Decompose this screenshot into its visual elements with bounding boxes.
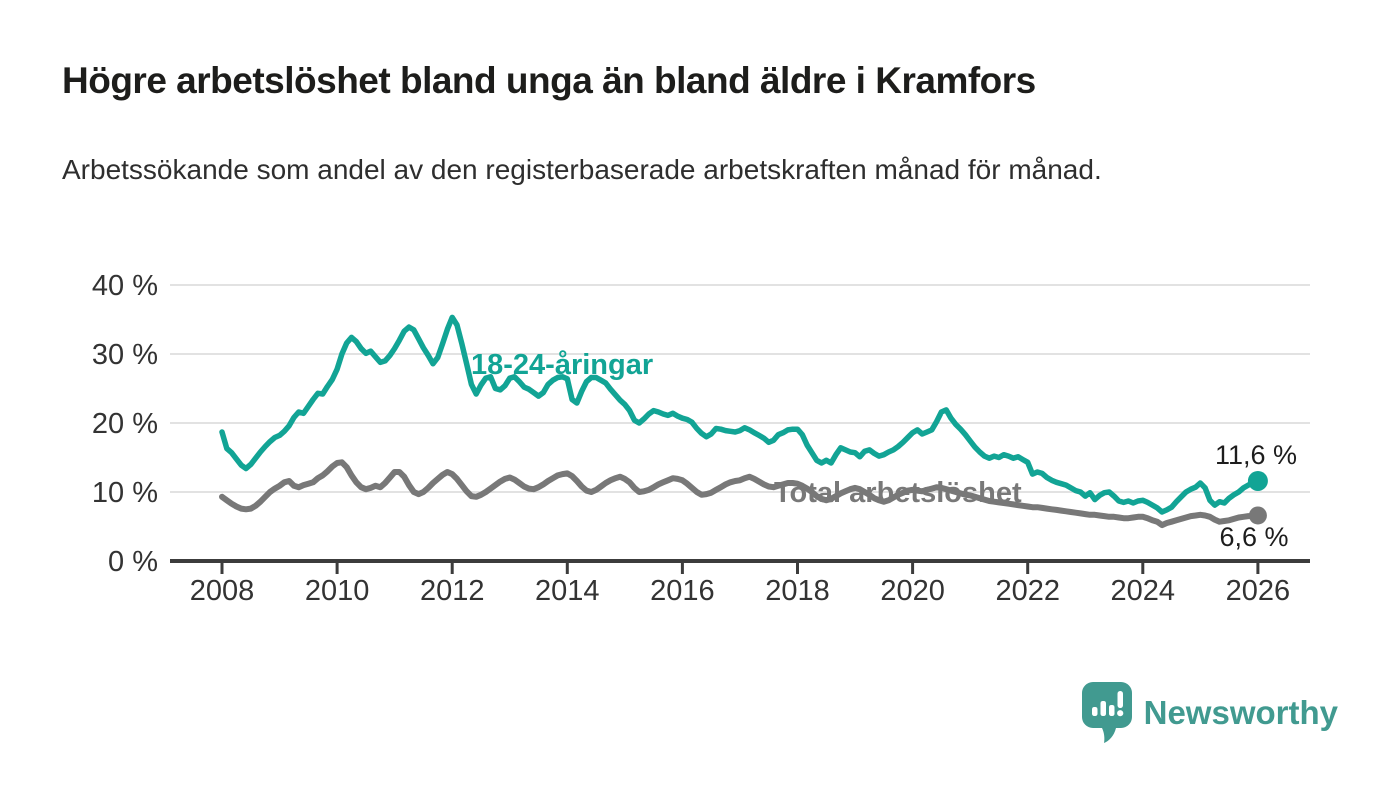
series-group	[219, 314, 1268, 529]
series-label-total: Total arbetslöshet	[774, 477, 1022, 509]
chart-labels-group: 18-24-åringar Total arbetslöshet 11,6 % …	[471, 349, 1297, 552]
end-dot-total	[1248, 506, 1267, 525]
series-line-young	[219, 314, 1261, 515]
end-value-label-young: 11,6 %	[1215, 440, 1297, 470]
newsworthy-logo-text: Newsworthy	[1143, 694, 1338, 731]
x-tick-label-2026: 2026	[1226, 575, 1291, 607]
end-value-label-total: 6,6 %	[1219, 522, 1288, 552]
newsworthy-bubble-chart-icon	[1080, 680, 1134, 746]
chart-subtitle: Arbetssökande som andel av den registerb…	[62, 154, 1102, 185]
x-tick-label-2010: 2010	[305, 575, 370, 607]
newsworthy-logo: Newsworthy	[1080, 680, 1338, 746]
y-tick-label-0: 0 %	[108, 546, 158, 578]
x-tick-label-2020: 2020	[880, 575, 945, 607]
chart-title: Högre arbetslöshet bland unga än bland ä…	[62, 60, 1036, 101]
x-tick-label-2024: 2024	[1111, 575, 1176, 607]
series-line-total	[219, 459, 1261, 529]
x-tick-label-2008: 2008	[190, 575, 255, 607]
x-tick-label-2016: 2016	[650, 575, 715, 607]
x-tick-label-2014: 2014	[535, 575, 600, 607]
y-tick-label-20: 20 %	[92, 408, 158, 440]
x-tick-label-2012: 2012	[420, 575, 485, 607]
y-tick-label-10: 10 %	[92, 477, 158, 509]
series-label-young: 18-24-åringar	[471, 349, 653, 381]
y-tick-label-30: 30 %	[92, 339, 158, 371]
x-tick-label-2018: 2018	[765, 575, 830, 607]
axis-group: 2008 2010 2012 2014 2016 2018 2020 2022 2024 2026	[170, 559, 1310, 607]
gridlines-group: 40 % 30 % 20 % 10 % 0 %	[92, 270, 1310, 578]
y-tick-label-40: 40 %	[92, 270, 158, 302]
end-dot-young	[1247, 470, 1268, 491]
x-tick-label-2022: 2022	[995, 575, 1060, 607]
